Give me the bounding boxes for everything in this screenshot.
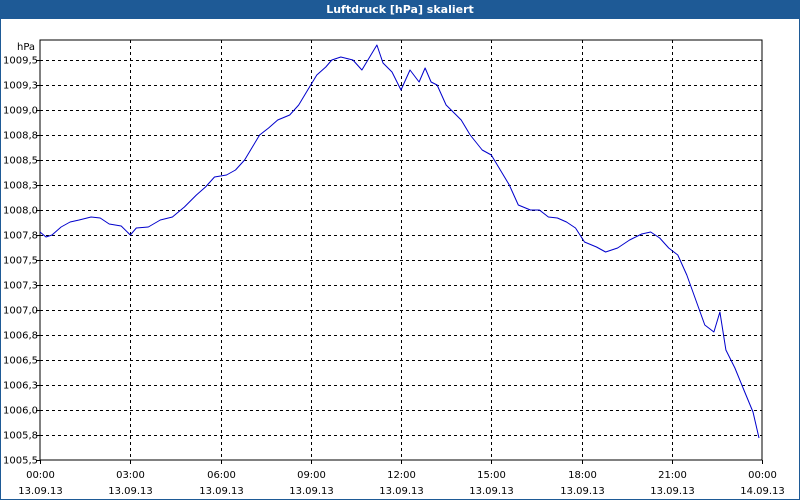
- x-tick-date: 13.09.13: [18, 486, 63, 497]
- y-tick-label: 1008,3: [3, 181, 38, 192]
- x-tick-time: 21:00: [658, 470, 687, 481]
- x-tick-time: 09:00: [297, 470, 326, 481]
- y-tick-label: 1008,5: [3, 156, 38, 167]
- y-tick-label: 1008,0: [3, 206, 38, 217]
- y-tick-label: 1006,3: [3, 381, 38, 392]
- y-tick-label: 1006,0: [3, 406, 38, 417]
- x-tick-time: 18:00: [568, 470, 597, 481]
- y-tick-label: 1007,5: [3, 256, 38, 267]
- x-tick-date: 13.09.13: [199, 486, 244, 497]
- y-tick-label: 1005,5: [3, 456, 38, 467]
- y-tick-label: 1007,0: [3, 306, 38, 317]
- y-axis-label: hPa: [17, 42, 35, 53]
- y-tick-label: 1007,8: [3, 231, 38, 242]
- x-tick-time: 06:00: [207, 470, 236, 481]
- x-tick-date: 13.09.13: [379, 486, 424, 497]
- x-tick-date: 13.09.13: [469, 486, 514, 497]
- x-tick-date: 13.09.13: [560, 486, 605, 497]
- y-tick-label: 1007,3: [3, 281, 38, 292]
- x-tick-time: 12:00: [387, 470, 416, 481]
- pressure-series-line: [39, 44, 760, 439]
- x-tick-date: 13.09.13: [108, 486, 153, 497]
- y-tick-label: 1009,0: [3, 106, 38, 117]
- y-tick-label: 1008,8: [3, 131, 38, 142]
- y-tick-label: 1009,5: [3, 56, 38, 67]
- x-tick-date: 13.09.13: [650, 486, 695, 497]
- y-tick-label: 1009,3: [3, 81, 38, 92]
- x-tick-date: 13.09.13: [289, 486, 334, 497]
- x-tick-time: 00:00: [26, 470, 55, 481]
- y-tick-label: 1005,8: [3, 431, 38, 442]
- x-tick-time: 03:00: [116, 470, 145, 481]
- x-tick-date: 14.09.13: [740, 486, 785, 497]
- y-tick-label: 1006,5: [3, 356, 38, 367]
- x-tick-time: 00:00: [748, 470, 777, 481]
- y-tick-label: 1006,8: [3, 331, 38, 342]
- chart-title: Luftdruck [hPa] skaliert: [1, 1, 799, 19]
- x-tick-time: 15:00: [477, 470, 506, 481]
